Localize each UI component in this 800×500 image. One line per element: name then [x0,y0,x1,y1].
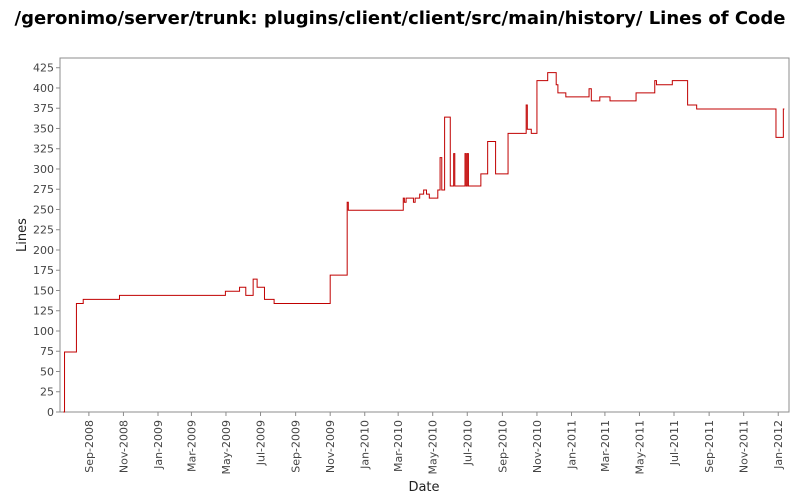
series-line-0 [63,72,785,413]
y-axis-title: Lines [15,218,30,252]
x-tick-label: Jul-2011 [668,420,681,466]
y-tick-label: 75 [40,345,54,358]
x-tick-label: Jan-2010 [359,420,372,470]
y-tick-label: 100 [33,325,54,338]
x-tick-label: Nov-2011 [738,420,751,473]
x-tick-label: Jan-2011 [565,420,578,470]
y-tick-label: 25 [40,386,54,399]
y-tick-label: 325 [33,143,54,156]
x-tick-label: Nov-2008 [117,420,130,473]
x-tick-label: Sep-2011 [703,420,716,473]
x-tick-label: Jan-2012 [772,420,785,470]
x-tick-label: May-2009 [220,420,233,475]
y-tick-label: 350 [33,122,54,135]
y-tick-label: 225 [33,224,54,237]
chart-title: /geronimo/server/trunk: plugins/client/c… [14,8,786,29]
x-tick-label: Sep-2008 [83,420,96,473]
x-axis: Sep-2008 Nov-2008 Jan-2009 Mar-2009 May-2009… [83,412,785,475]
y-axis: 0 25 50 75 100 125 150 175 200 225 250 275 300 325 350… [33,62,60,419]
y-tick-label: 375 [33,102,54,115]
x-tick-label: Sep-2009 [290,420,303,473]
y-tick-label: 50 [40,365,54,378]
y-tick-label: 300 [33,163,54,176]
y-tick-label: 250 [33,203,54,216]
x-tick-label: May-2011 [633,420,646,475]
y-tick-label: 150 [33,284,54,297]
plot-area [59,57,790,413]
x-tick-label: Jul-2010 [461,420,474,466]
y-tick-label: 125 [33,305,54,318]
series-layer [63,72,785,413]
x-tick-label: Jul-2009 [255,420,268,466]
x-tick-label: Nov-2010 [531,420,544,473]
x-tick-label: Jan-2009 [152,420,165,470]
y-tick-label: 425 [33,62,54,75]
x-tick-label: Nov-2009 [324,420,337,473]
y-tick-label: 0 [47,406,54,419]
x-axis-title: Date [408,480,439,495]
x-tick-label: Mar-2010 [392,420,405,472]
x-tick-label: Sep-2010 [496,420,509,473]
y-tick-label: 275 [33,183,54,196]
y-tick-label: 200 [33,244,54,257]
x-tick-label: Mar-2009 [185,420,198,472]
x-tick-label: Mar-2011 [599,420,612,472]
y-tick-label: 400 [33,82,54,95]
y-tick-label: 175 [33,264,54,277]
x-tick-label: May-2010 [427,420,440,475]
